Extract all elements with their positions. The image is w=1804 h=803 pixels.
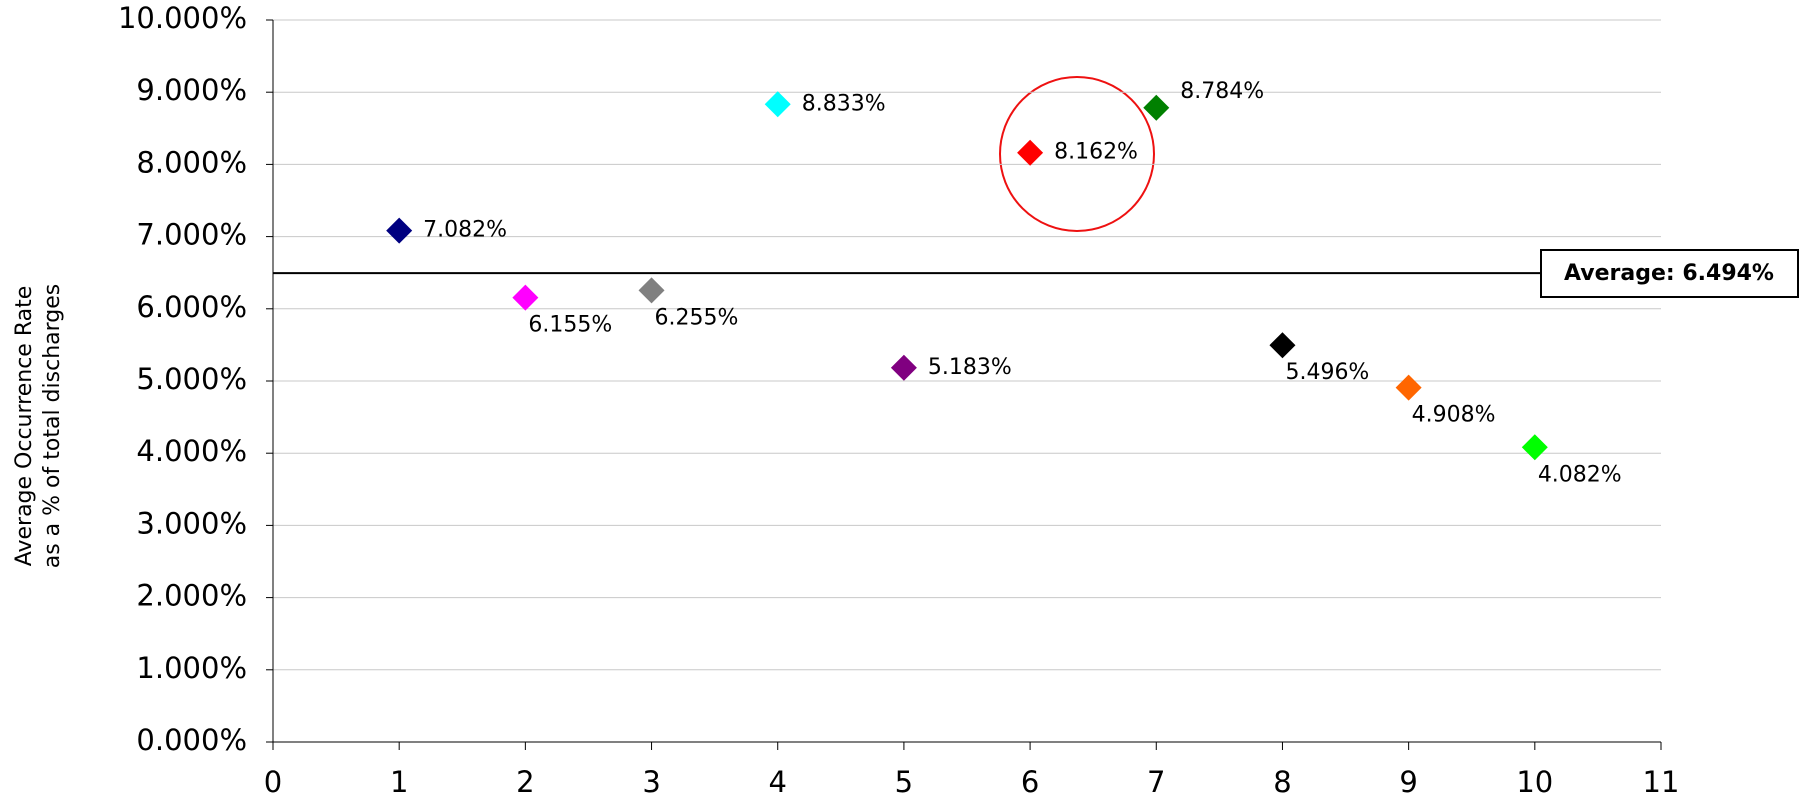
- data-label: 4.908%: [1412, 403, 1496, 428]
- data-label: 4.082%: [1538, 462, 1622, 487]
- y-tick-label: 0.000%: [136, 723, 247, 757]
- y-tick-label: 8.000%: [136, 145, 247, 179]
- x-tick-label: 11: [1643, 765, 1680, 799]
- x-tick-label: 0: [264, 765, 282, 799]
- average-box: [1540, 249, 1799, 298]
- y-tick-label: 5.000%: [136, 362, 247, 396]
- point: [386, 217, 413, 244]
- y-tick-label: 7.000%: [136, 218, 247, 252]
- point: [1143, 94, 1170, 121]
- point: [1395, 374, 1422, 401]
- x-tick-label: 7: [1147, 765, 1165, 799]
- x-tick-label: 2: [516, 765, 534, 799]
- x-tick-label: 10: [1516, 765, 1553, 799]
- y-tick-label: 3.000%: [136, 506, 247, 540]
- y-tick-label: 9.000%: [136, 73, 247, 107]
- data-label: 5.496%: [1285, 360, 1369, 385]
- x-tick-label: 1: [390, 765, 408, 799]
- y-axis-title: as a % of total discharges: [40, 284, 65, 569]
- y-tick-label: 6.000%: [136, 290, 247, 324]
- highlight-circle: [999, 76, 1155, 232]
- data-label: 6.155%: [528, 313, 612, 338]
- data-label: 6.255%: [655, 305, 739, 330]
- data-label: 8.833%: [802, 91, 886, 116]
- x-tick-label: 6: [1021, 765, 1039, 799]
- y-tick-label: 2.000%: [136, 579, 247, 613]
- data-label: 7.082%: [423, 218, 507, 243]
- x-tick-label: 5: [895, 765, 913, 799]
- data-label: 8.784%: [1180, 79, 1264, 104]
- x-tick-label: 8: [1273, 765, 1291, 799]
- point: [1269, 332, 1296, 359]
- x-tick-label: 9: [1399, 765, 1417, 799]
- data-label: 5.183%: [928, 355, 1012, 380]
- y-tick-label: 1.000%: [136, 651, 247, 685]
- y-tick-label: 10.000%: [118, 1, 247, 35]
- x-tick-label: 3: [642, 765, 660, 799]
- point: [512, 284, 539, 311]
- y-tick-label: 4.000%: [136, 434, 247, 468]
- y-axis-title: Average Occurrence Rate: [12, 286, 37, 567]
- point: [1521, 434, 1548, 461]
- x-tick-label: 4: [769, 765, 787, 799]
- point: [890, 354, 917, 381]
- data-label: 8.162%: [1054, 140, 1138, 165]
- point: [638, 277, 665, 304]
- point: [1017, 139, 1044, 166]
- point: [764, 91, 791, 118]
- average-label: Average: 6.494%: [1564, 261, 1774, 286]
